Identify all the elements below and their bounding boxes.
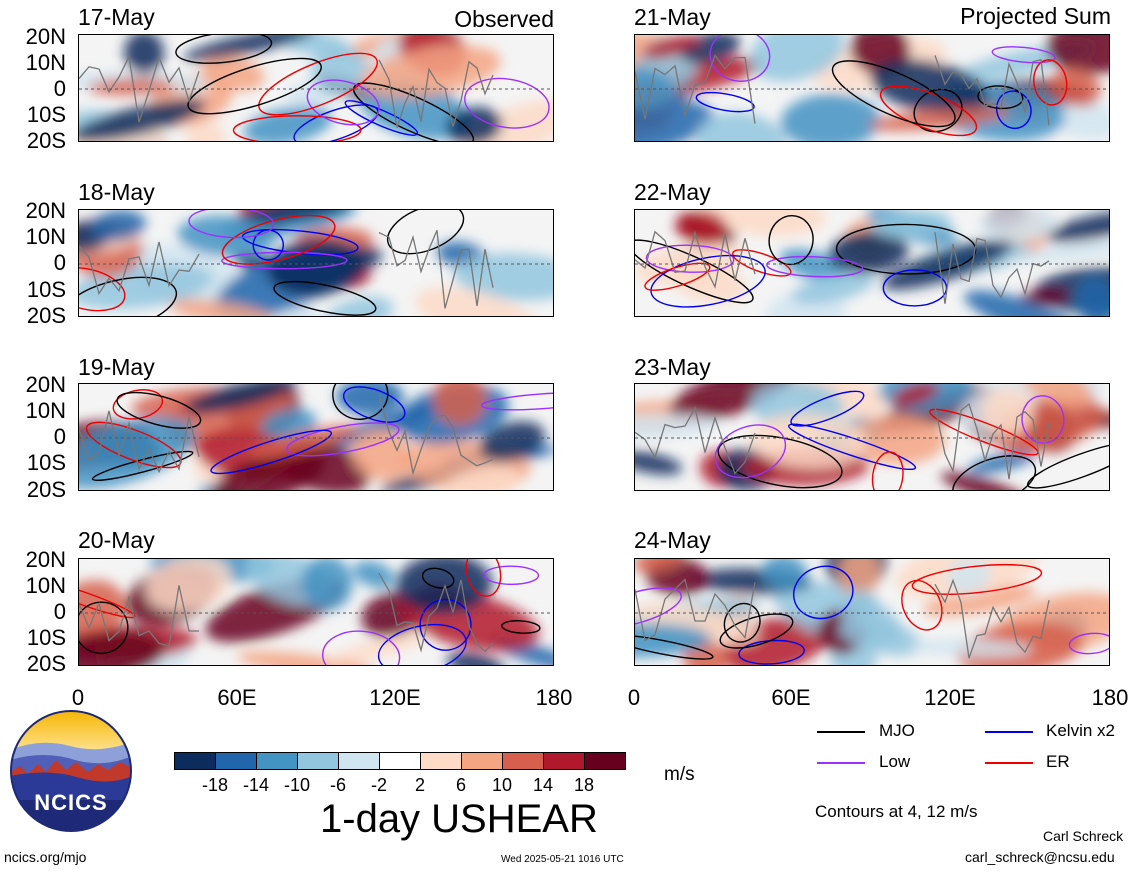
date-label: 24-May	[634, 527, 711, 553]
colorbar-label: -2	[370, 775, 387, 795]
date-label: 21-May	[634, 4, 711, 30]
lat-tick: 20N	[25, 547, 66, 572]
map-field	[635, 384, 1109, 490]
lat-tick: 20S	[26, 477, 66, 502]
colorbar-box	[502, 752, 544, 770]
map-field	[635, 35, 1109, 141]
footer-author: Carl Schreck	[1043, 828, 1124, 844]
colorbar-units: m/s	[664, 764, 695, 785]
map-panel-projected-2	[634, 209, 1110, 317]
map-panel-projected-3	[634, 383, 1110, 491]
legend-line-kelvin	[985, 731, 1033, 733]
date-label: 23-May	[634, 354, 711, 380]
date-label: 20-May	[78, 527, 155, 553]
ncics-logo: NCICS	[10, 710, 132, 832]
legend-line-mjo	[817, 731, 865, 733]
header-observed: Observed	[454, 6, 554, 32]
map-field	[79, 35, 553, 141]
map-field	[79, 559, 553, 665]
lat-tick: 10S	[26, 102, 66, 127]
colorbar-label: 2	[414, 775, 425, 795]
map-field	[635, 210, 1109, 316]
lat-tick: 20S	[26, 128, 66, 153]
legend-label-kelvin: Kelvin x2	[1046, 721, 1115, 740]
colorbar-box	[256, 752, 298, 770]
map-panel-observed-2	[78, 209, 554, 317]
map-panel-projected-4	[634, 558, 1110, 666]
colorbar-label: -18	[201, 775, 228, 795]
lat-tick: 10S	[26, 625, 66, 650]
colorbar-label: 14	[532, 775, 554, 795]
lon-tick: 120E	[369, 685, 421, 710]
footer-url[interactable]: ncics.org/mjo	[4, 849, 87, 865]
lat-tick: 20N	[25, 24, 66, 49]
lat-tick: 0	[53, 76, 66, 101]
colorbar-box	[297, 752, 339, 770]
lat-tick: 10S	[26, 277, 66, 302]
lon-tick: 60E	[217, 685, 257, 710]
legend-label-low: Low	[879, 752, 911, 771]
lon-tick: 180	[535, 685, 573, 710]
map-field	[79, 384, 553, 490]
map-field	[635, 559, 1109, 665]
date-label: 17-May	[78, 4, 155, 30]
colorbar-label: 10	[491, 775, 513, 795]
lat-tick: 10N	[25, 224, 66, 249]
legend-label-er: ER	[1046, 752, 1070, 771]
colorbar-label: 6	[455, 775, 466, 795]
colorbar-box	[461, 752, 503, 770]
colorbar-title: 1-day USHEAR	[320, 797, 598, 841]
lat-tick: 0	[53, 250, 66, 275]
colorbar-box	[379, 752, 421, 770]
lat-tick: 20N	[25, 198, 66, 223]
lon-tick: 180	[1091, 685, 1129, 710]
lat-tick: 10S	[26, 450, 66, 475]
map-panel-projected-1	[634, 34, 1110, 142]
lon-tick: 0	[627, 685, 641, 710]
colorbar-box	[338, 752, 380, 770]
legend-line-low	[817, 762, 865, 764]
colorbar-box	[174, 752, 216, 770]
map-panel-observed-4	[78, 558, 554, 666]
date-label: 19-May	[78, 354, 155, 380]
colorbar-label: -6	[329, 775, 346, 795]
date-label: 18-May	[78, 179, 155, 205]
lat-tick: 0	[53, 424, 66, 449]
footer-email[interactable]: carl_schreck@ncsu.edu	[965, 849, 1115, 865]
colorbar-box	[543, 752, 585, 770]
lon-tick: 120E	[924, 685, 976, 710]
lat-tick: 0	[53, 599, 66, 624]
map-panel-observed-3	[78, 383, 554, 491]
lon-tick: 0	[71, 685, 85, 710]
colorbar-label: -10	[283, 775, 310, 795]
contours-note: Contours at 4, 12 m/s	[815, 802, 978, 821]
lat-tick: 10N	[25, 573, 66, 598]
date-label: 22-May	[634, 179, 711, 205]
footer-timestamp: Wed 2025-05-21 1016 UTC	[501, 854, 624, 865]
colorbar-label: 18	[573, 775, 595, 795]
lon-tick: 60E	[771, 685, 811, 710]
legend-label-mjo: MJO	[879, 721, 915, 740]
header-projected-sum: Projected Sum	[960, 3, 1111, 29]
lat-tick: 20S	[26, 303, 66, 328]
lat-tick: 10N	[25, 398, 66, 423]
colorbar-box	[584, 752, 626, 770]
lat-tick: 20N	[25, 372, 66, 397]
colorbar-box	[215, 752, 257, 770]
colorbar-label: -14	[242, 775, 269, 795]
map-field	[79, 210, 553, 316]
map-panel-observed-1	[78, 34, 554, 142]
logo-text: NCICS	[34, 790, 108, 815]
lat-tick: 20S	[26, 651, 66, 676]
lat-tick: 10N	[25, 50, 66, 75]
legend-line-er	[985, 762, 1033, 764]
colorbar-box	[420, 752, 462, 770]
